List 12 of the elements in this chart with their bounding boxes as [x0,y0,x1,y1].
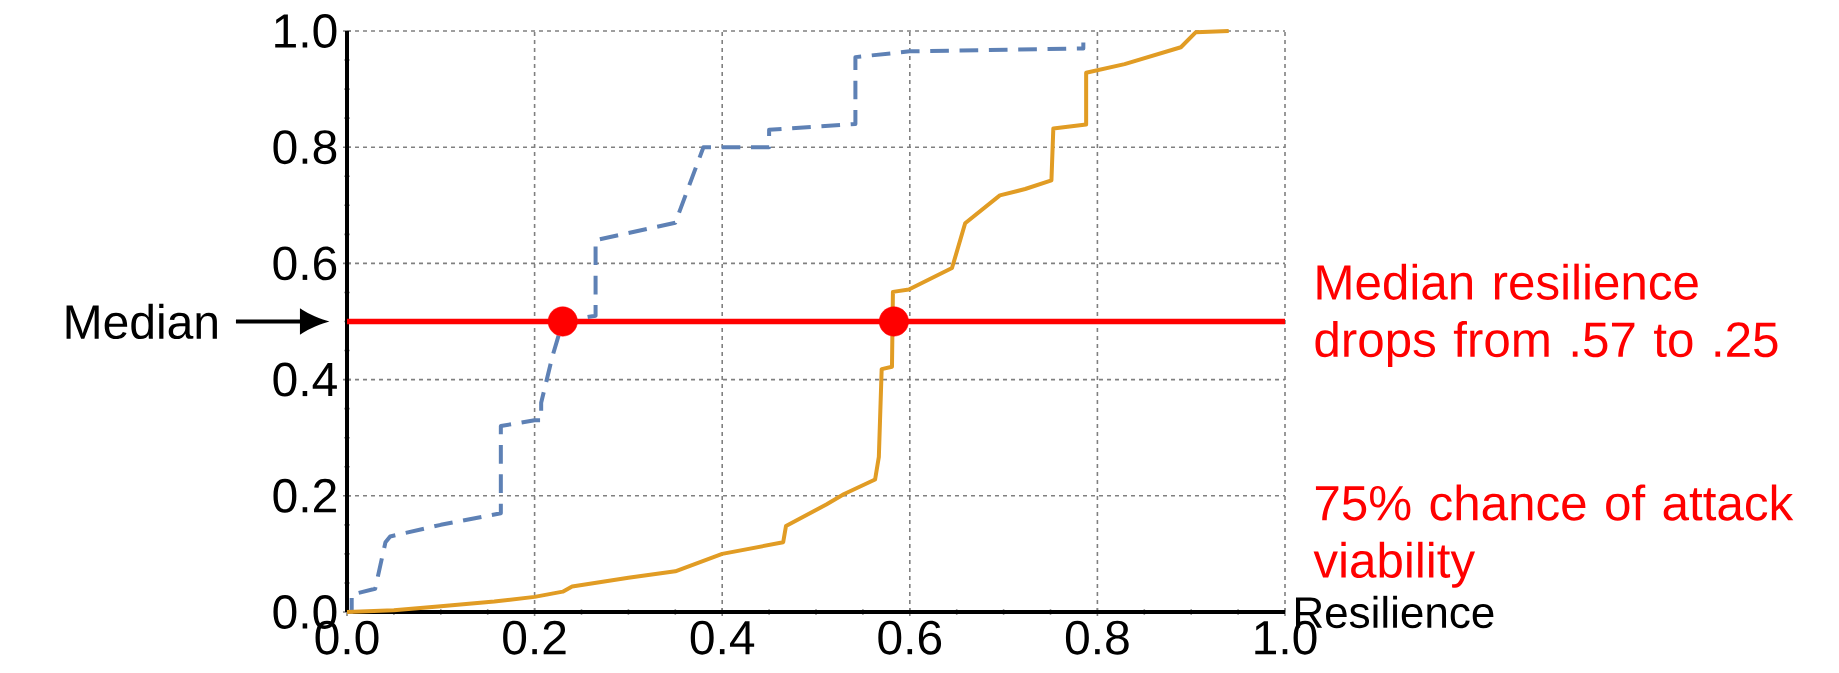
y-tick-label: 1.0 [275,14,337,48]
y-tick-label: 0.8 [273,130,337,165]
x-tick-label: 0.6 [878,620,942,655]
x-tick-label: 0.4 [690,620,755,655]
y-tick-label: 0.4 [273,362,337,397]
x-tick-label: 0.8 [1065,620,1129,655]
x-tick-label: 0.2 [503,620,566,655]
ref-line-label: Median [66,303,217,340]
y-tick-label: 0.6 [273,246,337,281]
text: 75% chance of attack viability [1313,484,1794,588]
text: Median resilience drops from .57 to .25 [1315,263,1778,367]
y-tick-label: 0.2 [273,478,336,513]
